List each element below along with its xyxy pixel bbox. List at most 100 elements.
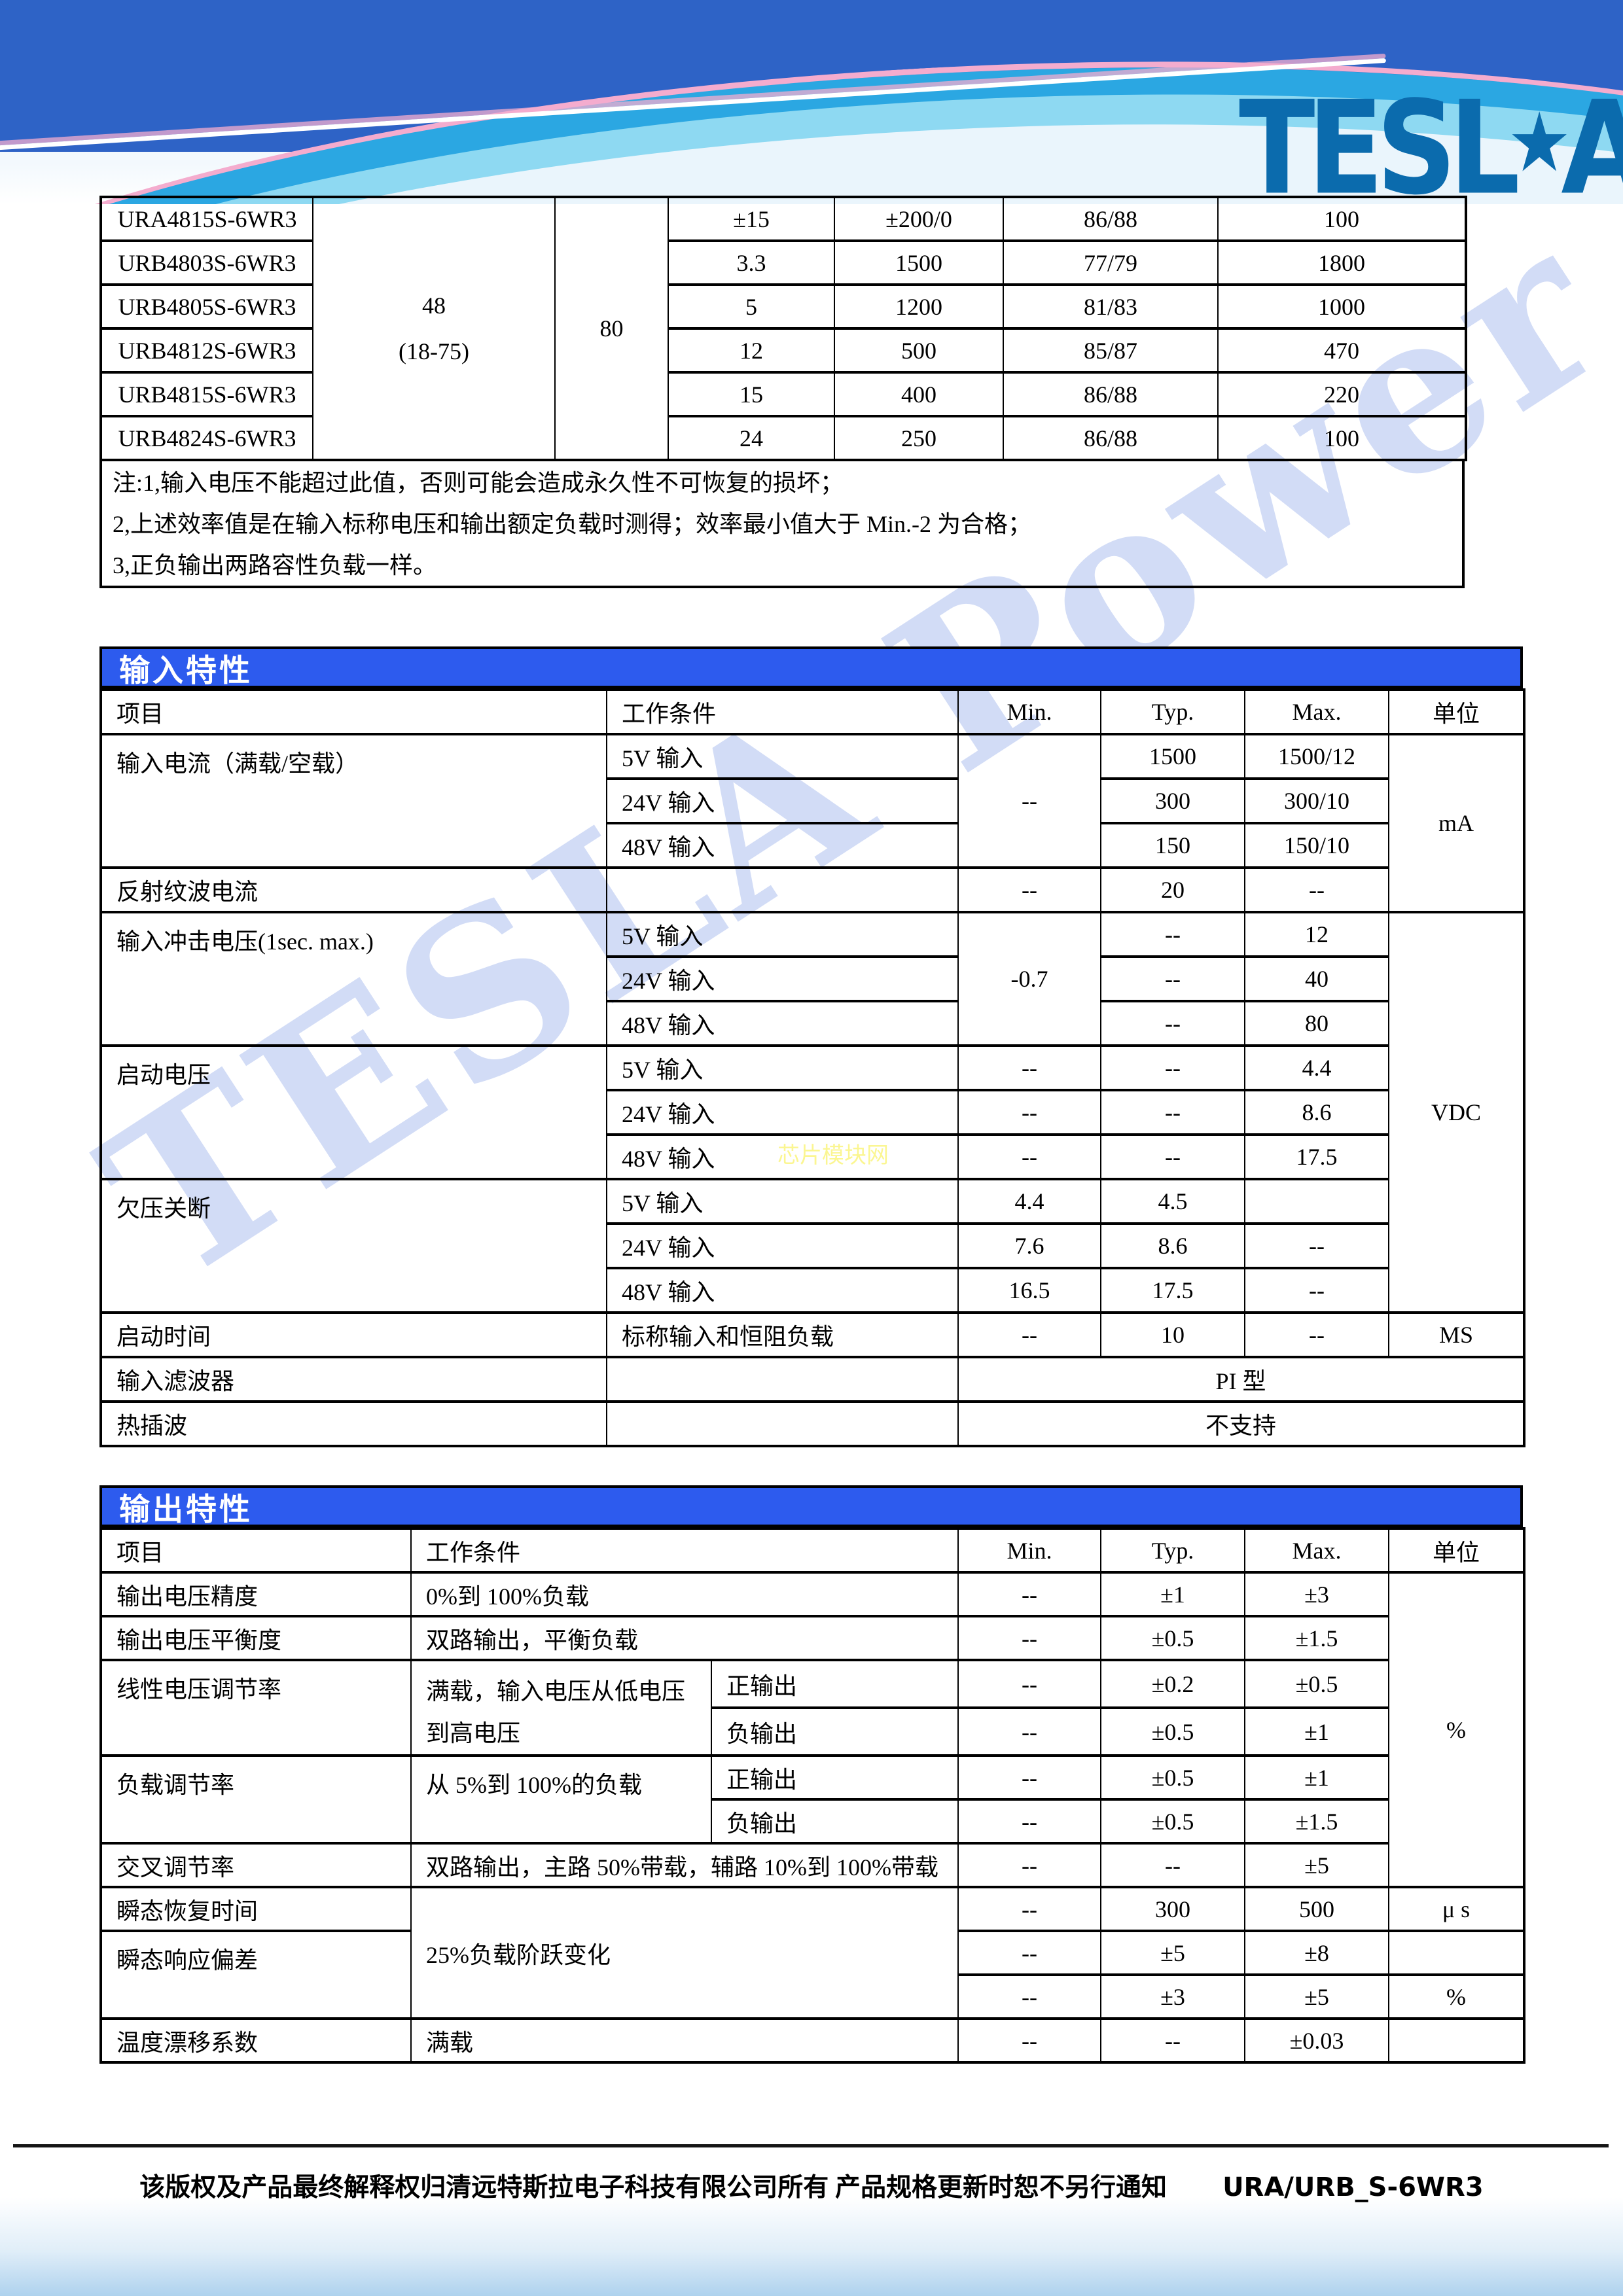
table-header-row: 项目 工作条件 Min. Typ. Max. 单位 xyxy=(100,688,1525,735)
table-row: 24V 输入 300 300/10 xyxy=(101,777,1524,824)
col-header: 项目 xyxy=(100,1527,412,1574)
table-cell: 满载，输入电压从低电压 到高电压 xyxy=(410,1659,712,1757)
table-cell: 0%到 100%负载 xyxy=(410,1571,959,1617)
table-cell: URB4824S-6WR3 xyxy=(100,415,313,461)
table-header-row: 项目 工作条件 Min. Typ. Max. 单位 xyxy=(100,1527,1525,1574)
col-header: 工作条件 xyxy=(410,1527,959,1574)
table-cell: ±0.5 xyxy=(1100,1754,1246,1801)
table-cell: 欠压关断 xyxy=(100,1178,607,1314)
table-cell: 交叉调节率 xyxy=(100,1842,412,1888)
col-header: Typ. xyxy=(1100,1527,1246,1574)
table-row: 48V 输入 16.5 17.5 -- xyxy=(101,1267,1524,1314)
table-cell: 17.5 xyxy=(1244,1133,1389,1180)
logo-text-pre: TESL xyxy=(1239,73,1520,204)
col-header: 单位 xyxy=(1388,688,1525,735)
table-cell: 1000 xyxy=(1217,283,1467,330)
table-cell: 48V 输入 xyxy=(606,1267,959,1314)
table-cell: 反射纹波电流 xyxy=(100,866,607,913)
input-characteristics-table: 项目 工作条件 Min. Typ. Max. 单位 输入电流（满载/空载） 5V… xyxy=(99,688,1525,1447)
table-row: -- ±3 ±5 % xyxy=(101,1973,1525,2020)
table-cell: 5 xyxy=(668,283,835,330)
table-row: URB4824S-6WR3 24 250 86/88 100 xyxy=(100,415,1467,461)
table-cell: 输出电压平衡度 xyxy=(100,1615,412,1661)
table-row: URB4815S-6WR3 15 400 86/88 220 xyxy=(100,371,1467,417)
table-row: 输入冲击电压(1sec. max.) 5V 输入 -0.7 -- 12 VDC xyxy=(100,911,1525,1314)
model-spec-table: URA4815S-6WR3 48 (18-75) 80 ±15 ±200/0 86… xyxy=(99,196,1467,461)
table-cell: 5V 输入 xyxy=(606,733,959,780)
table-cell: -- xyxy=(1100,1044,1245,1091)
table-cell: -- xyxy=(957,1930,1102,1976)
table-row: 输入电流（满载/空载） 5V 输入 -- 1500 1500/12 mA xyxy=(100,733,1525,913)
note-line: 3,正负输出两路容性负载一样。 xyxy=(113,552,437,578)
table-cell: 8.6 xyxy=(1244,1089,1389,1136)
table-cell: -- xyxy=(957,1798,1102,1845)
table-row: 负载调节率 从 5%到 100%的负载 正输出 -- ±0.5 ±1 xyxy=(100,1754,1524,1845)
table-row: 24V 输入 -- -- 8.6 xyxy=(101,1089,1524,1136)
table-cell: -- xyxy=(957,1973,1102,2020)
table-cell: 150 xyxy=(1100,822,1245,869)
table-cell xyxy=(1388,1930,1525,1976)
table-cell: MS xyxy=(1388,1311,1525,1358)
table-cell: -- xyxy=(957,1886,1102,1932)
table-cell: ±8 xyxy=(1244,1930,1390,1976)
table-cell: 标称输入和恒阻负载 xyxy=(606,1311,959,1358)
table-cell: 温度漂移系数 xyxy=(100,2017,412,2064)
table-cell: -- xyxy=(1100,955,1245,1002)
table-cell: 1500 xyxy=(1100,733,1245,780)
table-row: 瞬态恢复时间 25%负载阶跃变化 -- 300 500 μ s xyxy=(100,1886,1525,2020)
table-cell xyxy=(606,866,959,913)
table-cell: 启动电压 xyxy=(100,1044,607,1180)
table-cell: -- xyxy=(1100,1133,1245,1180)
table-cell: 40 xyxy=(1244,955,1389,1002)
table-cell: -- xyxy=(1244,1222,1389,1269)
table-cell: 10 xyxy=(1100,1311,1245,1358)
table-row: 瞬态响应偏差 -- ±5 ±8 xyxy=(100,1930,1525,2020)
table-cell: 100 xyxy=(1217,196,1467,242)
table-cell: ±0.5 xyxy=(1100,1615,1246,1661)
table-cell: -- xyxy=(957,1659,1102,1709)
table-cell: URA4815S-6WR3 xyxy=(100,196,313,242)
table-cell: -0.7 xyxy=(957,911,1101,1047)
input-voltage-range: (18-75) xyxy=(399,338,469,364)
table-cell: 15 xyxy=(668,371,835,417)
table-row: 48V 输入 -- 80 xyxy=(101,1000,1524,1047)
table-cell: ±1 xyxy=(1244,1706,1390,1757)
table-cell: 250 xyxy=(834,415,1004,461)
table-cell: 470 xyxy=(1217,327,1467,374)
table-cell: 12 xyxy=(1244,911,1389,958)
table-cell: 48V 输入 xyxy=(606,1133,959,1180)
output-section-header: 输出特性 xyxy=(99,1485,1523,1527)
table-cell: -- xyxy=(957,1571,1102,1617)
table-cell: 瞬态恢复时间 xyxy=(100,1886,412,1932)
col-header: Min. xyxy=(957,1527,1102,1574)
table-cell: 8.6 xyxy=(1100,1222,1245,1269)
table-cell: 3.3 xyxy=(668,239,835,286)
table-cell: 双路输出，平衡负载 xyxy=(410,1615,959,1661)
table-cell: 220 xyxy=(1217,371,1467,417)
col-header: 项目 xyxy=(100,688,607,735)
table-cell: ±0.5 xyxy=(1100,1706,1246,1757)
table-cell: -- xyxy=(1244,1267,1389,1314)
table-cell: -- xyxy=(957,1706,1102,1757)
table-cell: 81/83 xyxy=(1003,283,1219,330)
table-cell: 25%负载阶跃变化 xyxy=(410,1886,959,2020)
table-cell: -- xyxy=(1100,2017,1246,2064)
table-cell: 20 xyxy=(1100,866,1245,913)
table-cell: ±0.2 xyxy=(1100,1659,1246,1709)
table-cell: ±1.5 xyxy=(1244,1615,1390,1661)
table-cell: 满载 xyxy=(410,2017,959,2064)
table-row: 48V 输入 150 150/10 xyxy=(101,822,1524,869)
condition-line: 满载，输入电压从低电压 xyxy=(426,1678,686,1704)
table-row: 反射纹波电流 -- 20 -- xyxy=(100,866,1524,913)
table-cell: 86/88 xyxy=(1003,415,1219,461)
table-cell: ±3 xyxy=(1100,1973,1246,2020)
table-cell: PI 型 xyxy=(957,1356,1525,1403)
section-title: 输入特性 xyxy=(119,654,253,688)
table-cell: 24V 输入 xyxy=(606,1222,959,1269)
table-cell: 从 5%到 100%的负载 xyxy=(410,1754,712,1845)
table-cell: -- xyxy=(957,733,1101,869)
table-cell: ±15 xyxy=(668,196,835,242)
header-banner: TESL★A xyxy=(0,0,1623,204)
table-cell: -- xyxy=(957,866,1101,913)
table-cell: 输入滤波器 xyxy=(100,1356,607,1403)
